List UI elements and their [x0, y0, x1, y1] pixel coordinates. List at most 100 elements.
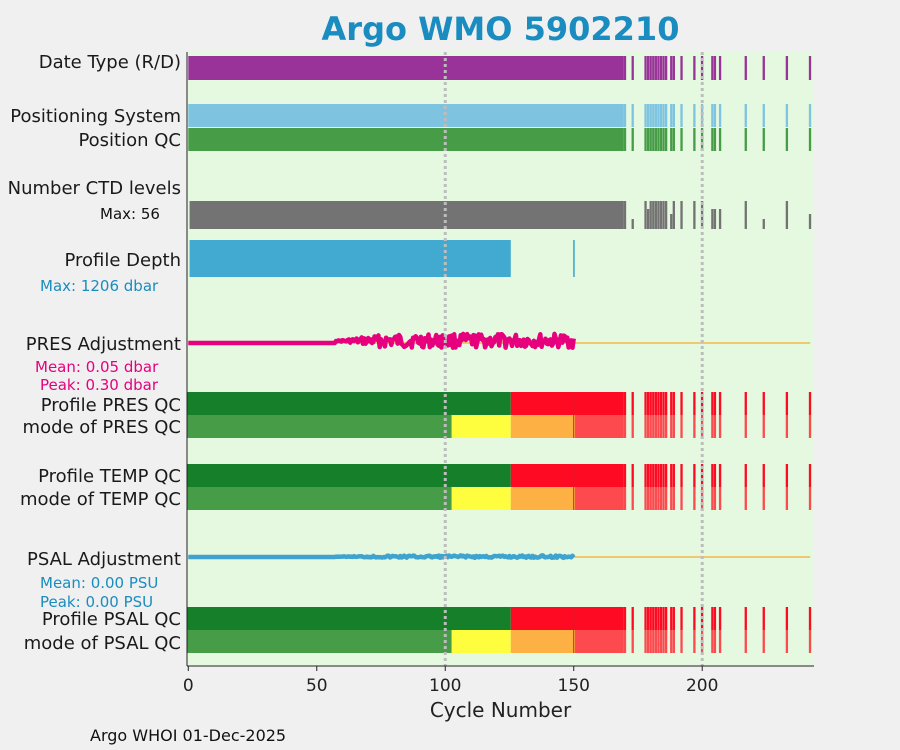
- profile_pres_qc-cycle-185: [662, 392, 665, 415]
- pos_system-cycle-188: [670, 104, 673, 127]
- footer-credit: Argo WHOI 01-Dec-2025: [90, 726, 287, 745]
- mode_pres_qc-segment-1: [451, 415, 511, 438]
- pos_qc-cycle-178: [644, 128, 647, 151]
- mode_temp_qc-cycle-189: [672, 487, 675, 510]
- profile_temp_qc-cycle-200: [700, 464, 704, 487]
- mode_temp_qc-cycle-180: [649, 487, 652, 510]
- profile_temp_qc-cycle-181: [652, 464, 655, 487]
- x-tick-label-0: 0: [183, 676, 194, 696]
- plot-background: [187, 52, 814, 666]
- profile_psal_qc-cycle-189: [672, 607, 675, 630]
- x-tick-label-100: 100: [429, 676, 461, 696]
- profile_pres_qc-cycle-200: [700, 392, 704, 415]
- mode_temp_qc-cycle-217: [744, 487, 747, 510]
- mode_temp_qc-cycle-173: [631, 487, 634, 510]
- profile_pres_qc-cycle-205: [713, 392, 717, 415]
- pos_qc-cycle-224: [762, 128, 765, 151]
- mode_psal_qc-segment-3: [575, 630, 624, 653]
- label-mode-temp-qc: mode of TEMP QC: [19, 489, 181, 510]
- data_type-cycle-170: [623, 56, 627, 80]
- profile_psal_qc-cycle-197: [693, 607, 696, 630]
- profile_pres_qc-cycle-207: [718, 392, 722, 415]
- pos_qc-cycle-181: [652, 128, 655, 151]
- pos_system-cycle-192: [680, 104, 683, 127]
- mode_pres_qc-cycle-179: [646, 415, 650, 438]
- label-psal-peak: Peak: 0.00 PSU: [40, 593, 154, 611]
- mode_psal_qc-cycle-197: [693, 630, 696, 653]
- profile_pres_qc-cycle-178: [644, 392, 647, 415]
- profile_psal_qc-cycle-233: [785, 607, 789, 630]
- mode_psal_qc-segment-1: [451, 630, 511, 653]
- psal-adjustment-line: [187, 553, 576, 561]
- mode_psal_qc-cycle-173: [631, 630, 634, 653]
- ctd-levels-cycle-170: [623, 201, 627, 229]
- data_type-cycle-233: [785, 56, 789, 80]
- mode_pres_qc-cycle-178: [644, 415, 647, 438]
- mode_temp_qc-cycle-197: [693, 487, 696, 510]
- mode_psal_qc-cycle-180: [649, 630, 652, 653]
- pos_system-cycle-179: [646, 104, 650, 127]
- profile_psal_qc-cycle-188: [670, 607, 673, 630]
- x-tick-label-200: 200: [686, 676, 718, 696]
- mode_psal_qc-cycle-189: [672, 630, 675, 653]
- pos_qc-cycle-180: [649, 128, 652, 151]
- ctd-levels-cycle-204: [711, 209, 714, 229]
- profile_psal_qc-cycle-204: [711, 607, 714, 630]
- pos_system-cycle-182: [654, 104, 657, 127]
- data_type-bar: [188, 56, 624, 80]
- ctd-levels-cycle-189: [672, 201, 675, 229]
- label-profile-depth: Profile Depth: [64, 250, 181, 271]
- mode_pres_qc-cycle-197: [693, 415, 696, 438]
- profile_temp_qc-cycle-189: [672, 464, 675, 487]
- ctd-levels-cycle-217: [744, 201, 747, 229]
- mode_psal_qc-cycle-182: [654, 630, 657, 653]
- ctd-levels-cycle-224: [762, 219, 765, 229]
- mode_psal_qc-cycle-204: [711, 630, 714, 653]
- pos_qc-bar: [188, 128, 624, 151]
- label-profile-temp-qc: Profile TEMP QC: [38, 466, 181, 487]
- mode_temp_qc-cycle-178: [644, 487, 647, 510]
- pos_system-cycle-180: [649, 104, 652, 127]
- label-psal-adjustment: PSAL Adjustment: [26, 549, 181, 570]
- ctd-levels-cycle-178: [644, 201, 647, 229]
- mode_psal_qc-cycle-192: [680, 630, 683, 653]
- mode_temp_qc-segment-2: [510, 487, 576, 510]
- pos_qc-cycle-170: [623, 128, 627, 151]
- pos_system-cycle-185: [662, 104, 665, 127]
- ctd-levels-cycle-205: [713, 209, 717, 229]
- x-tick-label-50: 50: [306, 676, 328, 696]
- profile_pres_qc-cycle-188: [670, 392, 673, 415]
- x-axis-label: Cycle Number: [429, 698, 572, 722]
- ctd-levels-cycle-183: [657, 201, 660, 229]
- pos_qc-cycle-186: [664, 128, 668, 151]
- pos_qc-cycle-197: [693, 128, 696, 151]
- mode_psal_qc-cycle-233: [785, 630, 789, 653]
- mode_pres_qc-cycle-189: [672, 415, 675, 438]
- data_type-cycle-207: [718, 56, 722, 80]
- mode_psal_qc-cycle-207: [718, 630, 722, 653]
- ctd-levels-cycle-192: [680, 201, 683, 229]
- profile_temp_qc-cycle-233: [785, 464, 789, 487]
- profile_psal_qc-cycle-180: [649, 607, 652, 630]
- mode_pres_qc-cycle-192: [680, 415, 683, 438]
- profile_temp_qc-cycle-186: [664, 464, 668, 487]
- pos_qc-cycle-207: [718, 128, 722, 151]
- mode_pres_qc-cycle-173: [631, 415, 634, 438]
- pos_system-cycle-204: [711, 104, 714, 127]
- mode_psal_qc-cycle-217: [744, 630, 747, 653]
- mode_temp_qc-cycle-204: [711, 487, 714, 510]
- x-tick-label-150: 150: [558, 676, 590, 696]
- mode_psal_qc-segment-2: [510, 630, 576, 653]
- profile_temp_qc-cycle-224: [762, 464, 765, 487]
- mode_pres_qc-cycle-204: [711, 415, 714, 438]
- data_type-cycle-192: [680, 56, 683, 80]
- data_type-cycle-217: [744, 56, 747, 80]
- pos_system-cycle-205: [713, 104, 717, 127]
- ctd-levels-cycle-179: [646, 209, 650, 229]
- mode_pres_qc-cycle-224: [762, 415, 765, 438]
- label-position-qc: Position QC: [78, 130, 181, 151]
- mode_psal_qc-cycle-178: [644, 630, 647, 653]
- data_type-cycle-205: [713, 56, 717, 80]
- label-psal-mean: Mean: 0.00 PSU: [40, 574, 159, 592]
- profile_temp_qc-cycle-179: [646, 464, 650, 487]
